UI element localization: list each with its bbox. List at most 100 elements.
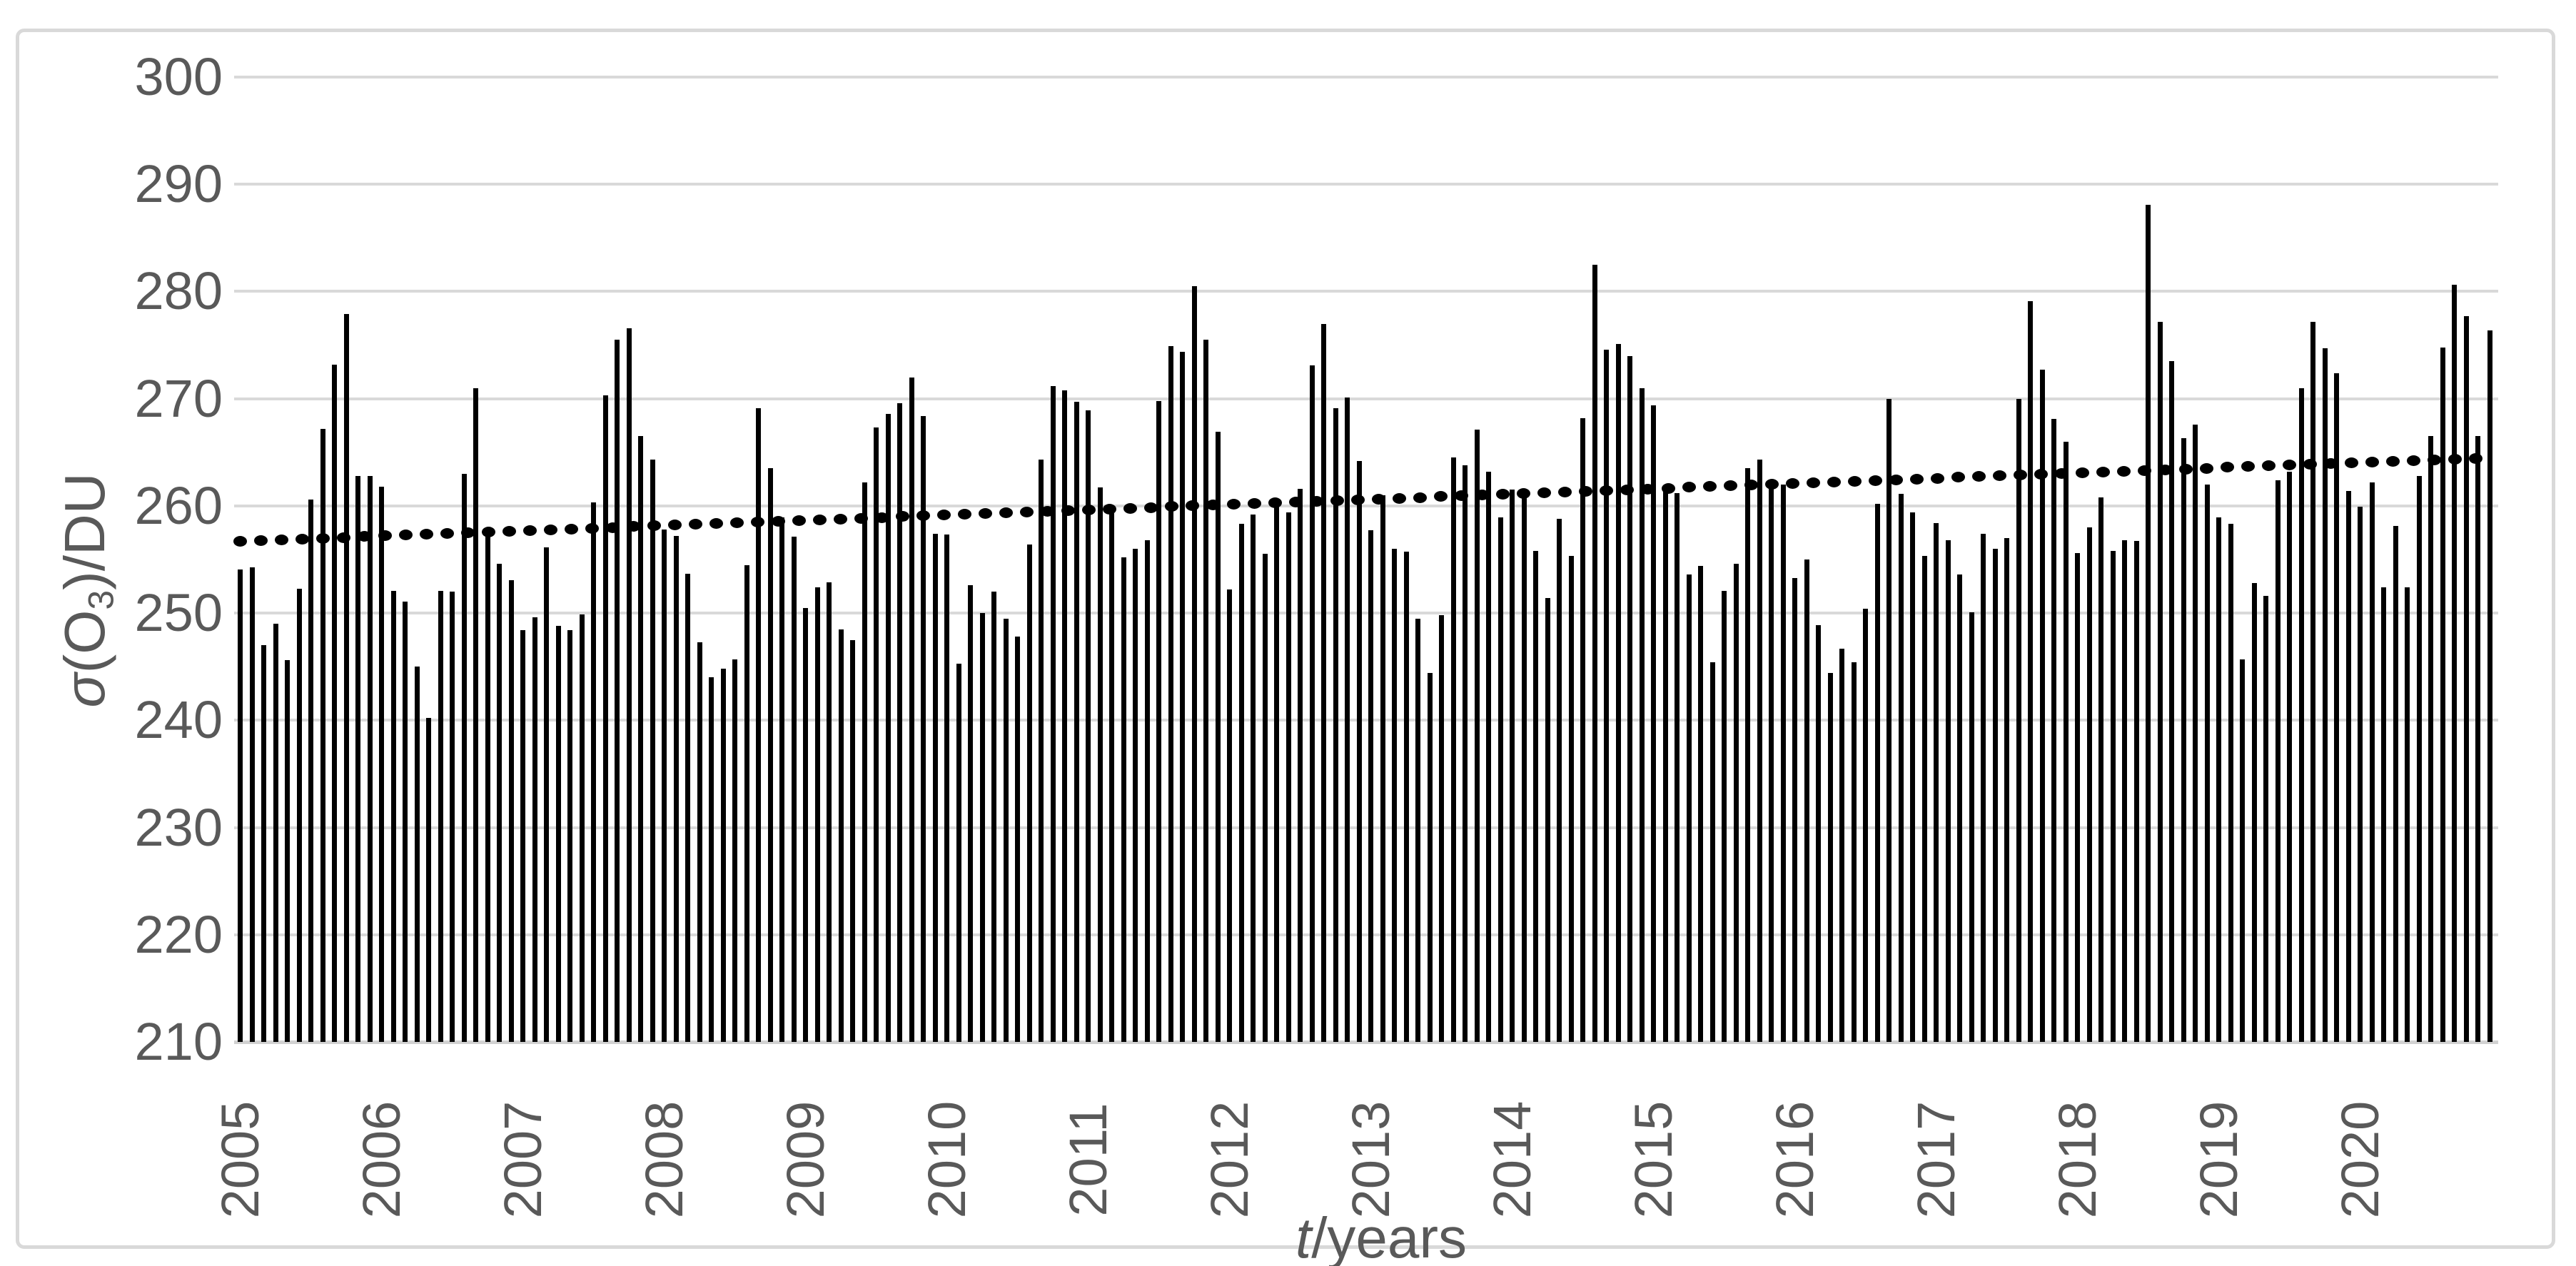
trendline-dot — [1206, 500, 1221, 511]
trendline-dot — [1517, 488, 1531, 500]
x-axis-title: t/years — [1167, 1206, 1595, 1266]
bar-2015-09 — [1745, 468, 1751, 1042]
bar-2007-04 — [555, 626, 561, 1042]
trendline-dot — [1765, 479, 1779, 490]
bar-2016-01 — [1792, 577, 1798, 1042]
trendline-dot — [1289, 496, 1303, 507]
gridline-260 — [234, 504, 2498, 507]
x-title-rest: /years — [1311, 1206, 1468, 1266]
bar-2005-09 — [332, 364, 338, 1042]
bar-2019-08 — [2298, 388, 2304, 1042]
trendline-dot — [1579, 485, 1593, 497]
bar-2015-08 — [1733, 564, 1739, 1042]
bar-2009-06 — [862, 482, 867, 1042]
trendline-dot — [834, 513, 848, 525]
trendline-dot — [999, 507, 1014, 519]
bar-2019-01 — [2216, 517, 2222, 1042]
trendline-dot — [730, 517, 744, 529]
bar-2012-02 — [1238, 524, 1244, 1042]
bar-2014-05 — [1557, 518, 1562, 1042]
trendline-dot — [502, 525, 517, 537]
bar-2018-03 — [2098, 497, 2104, 1042]
bar-2016-04 — [1827, 673, 1833, 1042]
bar-2018-11 — [2193, 424, 2198, 1042]
bar-2020-07 — [2428, 436, 2434, 1042]
bar-2020-10 — [2463, 315, 2469, 1042]
bar-2020-02 — [2369, 482, 2375, 1042]
trendline-dot — [2386, 455, 2400, 467]
bar-2009-10 — [909, 377, 914, 1042]
bar-2019-11 — [2334, 373, 2340, 1042]
trendline-dot — [523, 525, 537, 536]
trendline-dot — [1848, 475, 1862, 487]
bar-2007-05 — [567, 630, 573, 1042]
bar-2016-02 — [1804, 559, 1809, 1042]
gridline-220 — [234, 933, 2498, 936]
trendline-dot — [2428, 454, 2442, 465]
trendline-dot — [606, 522, 620, 533]
trendline-dot — [1827, 476, 1842, 487]
bar-2014-08 — [1592, 264, 1597, 1042]
trendline-dot — [958, 509, 972, 520]
x-tick-label-2005: 2005 — [210, 1100, 270, 1219]
bar-2011-11 — [1203, 340, 1209, 1042]
trendline-dot — [1724, 480, 1738, 492]
bar-2005-05 — [285, 660, 291, 1042]
trendline-dot — [2303, 459, 2318, 470]
x-tick-label-2018: 2018 — [2047, 1100, 2107, 1219]
bar-2015-04 — [1686, 574, 1692, 1042]
bar-2013-02 — [1380, 495, 1385, 1042]
gridline-240 — [234, 719, 2498, 722]
bar-2020-05 — [2405, 587, 2410, 1042]
bar-2011-09 — [1180, 351, 1186, 1042]
bar-2019-10 — [2322, 348, 2328, 1042]
gridline-300 — [234, 76, 2498, 79]
trendline-dot — [1786, 478, 1800, 490]
trendline-dot — [1600, 485, 1614, 496]
bar-2006-04 — [414, 667, 420, 1042]
bar-2013-08 — [1450, 457, 1456, 1042]
y-axis-title: σ(O3)/DU — [53, 419, 121, 761]
bar-2011-01 — [1086, 410, 1091, 1042]
trendline-dot — [647, 520, 662, 532]
bar-2012-05 — [1274, 502, 1280, 1042]
bar-2014-11 — [1627, 355, 1633, 1042]
bar-2008-04 — [697, 642, 702, 1042]
bar-2009-12 — [932, 533, 938, 1042]
trendline-dot — [1186, 500, 1200, 512]
bar-2017-09 — [2028, 300, 2034, 1042]
bar-2018-06 — [2133, 541, 2139, 1042]
trendline-dot — [2448, 453, 2463, 465]
trendline-dot — [2034, 469, 2049, 480]
bar-2012-08 — [1309, 365, 1315, 1042]
x-tick-label-2015: 2015 — [1623, 1100, 1683, 1219]
bar-2010-01 — [944, 535, 950, 1042]
trendline-dot — [1972, 471, 1986, 482]
bar-2006-02 — [390, 590, 396, 1042]
bar-2020-01 — [2358, 507, 2363, 1042]
trendline-dot — [1310, 495, 1324, 507]
trendline-dot — [979, 508, 993, 520]
bar-2017-05 — [1981, 533, 1986, 1042]
bar-2017-01 — [1934, 522, 1939, 1042]
bar-2007-06 — [579, 614, 585, 1042]
trendline-dot — [544, 524, 558, 535]
bar-2014-03 — [1533, 550, 1539, 1042]
trendline-dot — [2241, 461, 2256, 472]
bar-2015-02 — [1662, 488, 1668, 1042]
trendline-dot — [1537, 487, 1552, 499]
trendline-dot — [2221, 462, 2235, 473]
trendline-dot — [668, 520, 682, 531]
bar-2016-06 — [1851, 662, 1857, 1042]
trendline-dot — [689, 519, 703, 530]
trendline-dot — [751, 517, 765, 527]
bar-2017-10 — [2039, 370, 2045, 1042]
bar-2007-01 — [520, 630, 526, 1042]
trendline-dot — [2179, 463, 2193, 475]
bar-2005-02 — [249, 567, 255, 1042]
trendline-dot — [1993, 470, 2007, 482]
bar-2012-01 — [1227, 589, 1233, 1042]
trendline-dot — [2200, 462, 2214, 474]
bar-2010-07 — [1015, 637, 1021, 1042]
bar-2006-05 — [426, 718, 432, 1042]
